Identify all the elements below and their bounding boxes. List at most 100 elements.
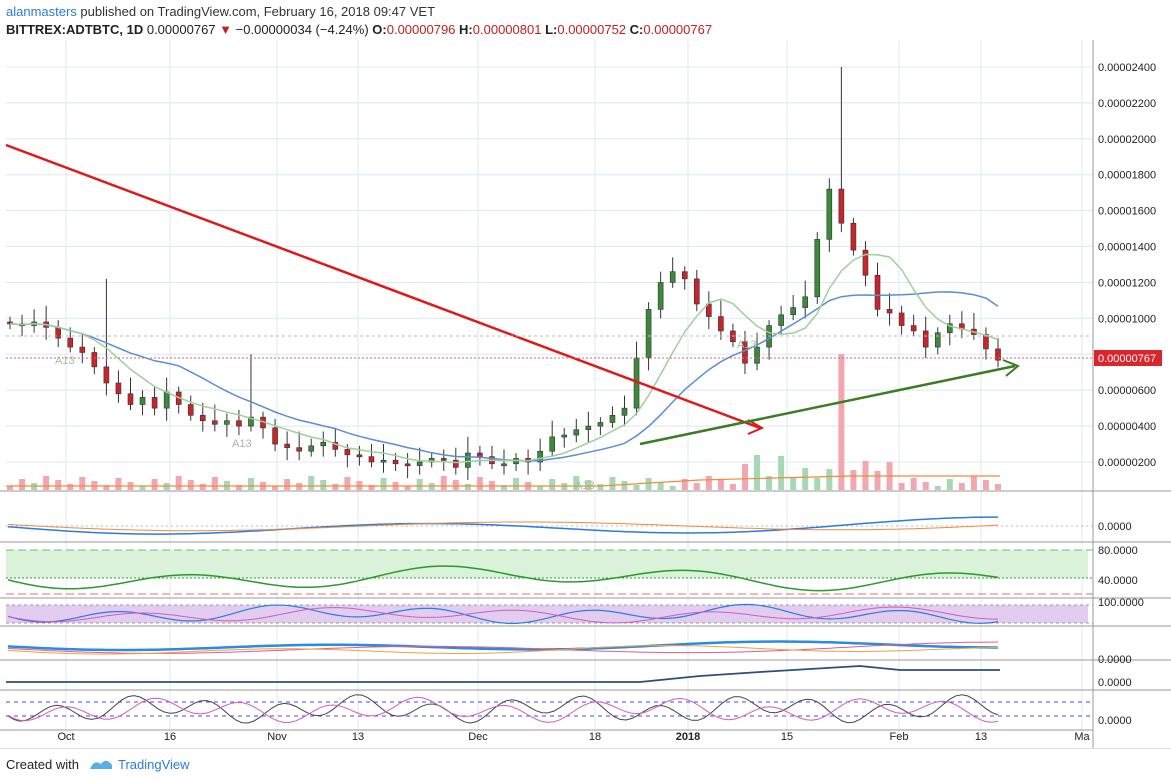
price-tick-label: 0.00002200: [1098, 98, 1156, 110]
candle-body: [718, 316, 724, 332]
candle-body: [778, 314, 784, 326]
candle-body: [67, 337, 74, 348]
volume-bar: [754, 455, 761, 490]
candle-body: [874, 274, 881, 310]
candle-body: [669, 271, 676, 283]
candle-body: [922, 330, 929, 348]
annotation-a13-4: A13: [575, 480, 595, 492]
rsi-line: [7, 565, 999, 592]
candle-body: [332, 441, 339, 450]
time-tick-label: Ma: [1074, 731, 1090, 743]
candle-body: [886, 309, 893, 314]
pane6-label: 0.0000: [1098, 677, 1132, 689]
p4-line: [7, 603, 999, 625]
price-axis[interactable]: 0.00002400 0.00002200 0.00002000 0.00001800…: [1098, 62, 1156, 469]
candle-body: [284, 443, 290, 448]
candle-body: [814, 239, 821, 298]
volume-bar: [645, 478, 652, 490]
candle-body: [212, 420, 218, 425]
candle-body: [621, 407, 628, 416]
candle-body: [693, 278, 700, 305]
candle-body: [91, 352, 98, 368]
volume-bar: [464, 484, 471, 490]
volume-bar: [247, 478, 254, 490]
candle-body: [645, 309, 652, 359]
p7-k: [7, 694, 999, 724]
candle-body: [573, 429, 580, 436]
volume-bar: [898, 483, 905, 490]
low-label: L:: [545, 22, 558, 37]
footer: Created with TradingView: [0, 748, 1171, 781]
rsi-top-label: 80.0000: [1098, 545, 1138, 557]
stochastic-pane: [6, 694, 1093, 724]
candle-body: [609, 415, 616, 423]
candle-body: [910, 325, 917, 332]
candle-body: [754, 346, 760, 364]
candle-body: [380, 459, 387, 463]
grid-lines: [6, 40, 1093, 740]
time-tick-label: Feb: [890, 731, 909, 743]
moving-average-green: [9, 253, 999, 464]
candle-body: [248, 416, 254, 427]
candle-body: [742, 341, 748, 364]
volume-bar: [440, 476, 447, 490]
volume-bar: [934, 486, 941, 490]
volume-bar: [621, 481, 628, 490]
candle-body: [802, 296, 809, 308]
pane-separators: [0, 40, 1171, 748]
chart-canvas[interactable]: 0.00002400 0.00002200 0.00002000 0.00001800…: [0, 40, 1171, 748]
candle-body: [127, 393, 134, 405]
volume-bar: [729, 484, 736, 490]
open-label: O:: [372, 22, 387, 37]
volume-bar: [705, 476, 712, 490]
volume-bar: [693, 483, 700, 490]
candle-body: [501, 463, 507, 467]
volume-bar: [115, 478, 122, 490]
trend-pane: [6, 665, 1000, 683]
volume-bar: [368, 485, 375, 490]
volume-bar: [187, 480, 194, 490]
volume-bar: [633, 485, 640, 490]
annotation-a13-1: A13: [232, 438, 252, 450]
tradingview-link[interactable]: TradingView: [118, 757, 190, 772]
last-price-badge-text: 0.00000767: [1098, 353, 1156, 365]
time-axis[interactable]: Oct 16 Nov 13 Dec 18 2018 15 Feb 13 Ma: [0, 729, 1093, 743]
candle-body: [549, 436, 555, 452]
candle-body: [163, 391, 170, 409]
volume-bar: [766, 476, 773, 490]
volume-bar: [344, 477, 351, 490]
candle-body: [561, 434, 568, 438]
publish-line: alanmasters published on TradingView.com…: [6, 4, 435, 19]
close-label: C:: [629, 22, 644, 37]
candle-body: [477, 452, 483, 457]
tradingview-logo-icon[interactable]: [88, 755, 114, 773]
price-tick-label: 0.00000200: [1098, 457, 1156, 469]
volume-bar: [922, 482, 929, 490]
close-value: 0.00000767: [643, 22, 713, 37]
volume-bar: [175, 476, 182, 490]
time-tick-label: 13: [975, 731, 987, 743]
chart-header: alanmasters published on TradingView.com…: [0, 0, 1171, 40]
volume-bar: [139, 486, 146, 490]
volume-bar: [19, 479, 26, 490]
volume-bar: [995, 484, 1001, 490]
volume-bar: [199, 484, 206, 490]
volume-bar: [103, 485, 110, 490]
candle-body: [898, 312, 905, 326]
price-tick-label: 0.00000400: [1098, 421, 1156, 433]
open-value: 0.00000796: [386, 22, 456, 37]
symbol-name[interactable]: BITTREX:ADTBTC, 1D: [6, 22, 144, 37]
macd-line: [7, 516, 998, 535]
volume-bar: [79, 477, 86, 490]
volume-bar: [332, 484, 339, 490]
candle-body: [850, 222, 857, 251]
volume-bar: [549, 479, 556, 490]
volume-bar: [211, 477, 218, 490]
p5-minus: [7, 645, 999, 655]
candle-body: [826, 188, 833, 240]
candle-body: [597, 422, 604, 427]
author-link[interactable]: alanmasters: [6, 4, 77, 19]
rsi-band: [6, 550, 1088, 578]
volume-bar: [272, 486, 279, 490]
candle-body: [681, 271, 688, 280]
